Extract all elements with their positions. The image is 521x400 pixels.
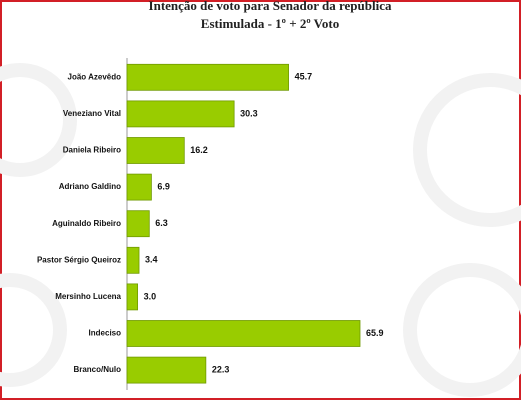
background-decoration (0, 63, 521, 397)
category-label: Daniela Ribeiro (63, 146, 121, 155)
bar (126, 246, 140, 274)
category-label: Aguinaldo Ribeiro (52, 219, 121, 228)
bar (126, 137, 185, 164)
chart-subtitle: Estimulada - 1º + 2º Voto (201, 16, 339, 31)
value-label: 6.9 (157, 181, 170, 191)
value-label: 30.3 (240, 108, 258, 118)
bar (126, 320, 361, 347)
category-label: Branco/Nulo (73, 365, 121, 374)
value-label: 16.2 (190, 145, 208, 155)
value-label: 65.9 (366, 328, 384, 338)
bar (126, 210, 150, 238)
value-label: 6.3 (155, 218, 168, 228)
bar (126, 63, 289, 91)
category-label: Mersinho Lucena (55, 292, 121, 301)
value-label: 22.3 (212, 364, 230, 374)
category-label: Adriano Galdino (59, 182, 121, 191)
category-label: Pastor Sérgio Queiroz (37, 255, 121, 264)
chart-title: Intenção de voto para Senador da repúbli… (149, 0, 392, 13)
value-label: 45.7 (295, 72, 313, 82)
bar (126, 356, 207, 384)
bar (126, 100, 235, 128)
category-label: Veneziano Vital (63, 109, 121, 118)
value-label: 3.4 (145, 255, 158, 265)
category-label: João Azevêdo (68, 72, 122, 81)
category-label: Indeciso (89, 329, 122, 338)
bar (126, 173, 152, 201)
bar (126, 283, 139, 311)
value-label: 3.0 (144, 291, 157, 301)
